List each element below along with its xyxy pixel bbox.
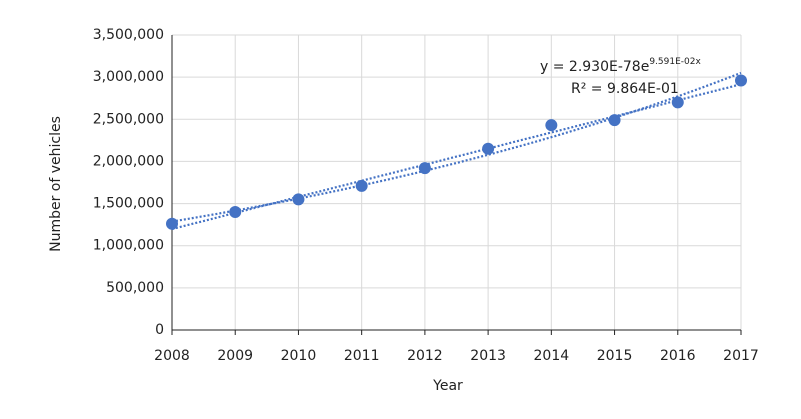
data-point <box>418 162 431 175</box>
y-tick-label: 1,000,000 <box>93 238 164 254</box>
x-tick-label: 2010 <box>281 348 317 364</box>
y-axis-title: Number of vehicles <box>48 116 64 252</box>
data-point <box>545 119 558 132</box>
x-tick-label: 2017 <box>723 348 759 364</box>
y-tick-label: 0 <box>155 322 164 338</box>
x-tick-label: 2015 <box>597 348 633 364</box>
data-point <box>482 142 495 155</box>
y-tick-label: 500,000 <box>106 280 164 296</box>
r-squared: R² = 9.864E-01 <box>571 81 679 97</box>
x-axis-title: Year <box>432 378 463 394</box>
data-point <box>671 96 684 109</box>
x-tick-label: 2012 <box>407 348 443 364</box>
data-point <box>735 74 747 87</box>
equation-text: y = 2.930E-78e <box>540 59 649 75</box>
data-point <box>229 206 242 218</box>
equation-exponent: 9.591E-02x <box>649 57 701 67</box>
x-tick-label: 2011 <box>344 348 380 364</box>
trendline-equation: y = 2.930E-78e9.591E-02x <box>540 57 701 76</box>
x-tick-label: 2009 <box>217 348 253 364</box>
y-tick-label: 3,500,000 <box>93 27 164 43</box>
y-tick-label: 2,000,000 <box>93 153 164 169</box>
data-point <box>608 114 621 127</box>
data-point <box>292 193 305 206</box>
x-tick-label: 2016 <box>660 348 696 364</box>
y-tick-label: 2,500,000 <box>93 111 164 127</box>
y-tick-label: 3,000,000 <box>93 69 164 85</box>
trendline <box>171 71 742 223</box>
x-tick-label: 2013 <box>470 348 506 364</box>
data-point <box>355 179 368 192</box>
y-tick-label: 1,500,000 <box>93 196 164 212</box>
x-tick-label: 2014 <box>534 348 570 364</box>
x-tick-label: 2008 <box>154 348 190 364</box>
data-point <box>166 217 178 230</box>
